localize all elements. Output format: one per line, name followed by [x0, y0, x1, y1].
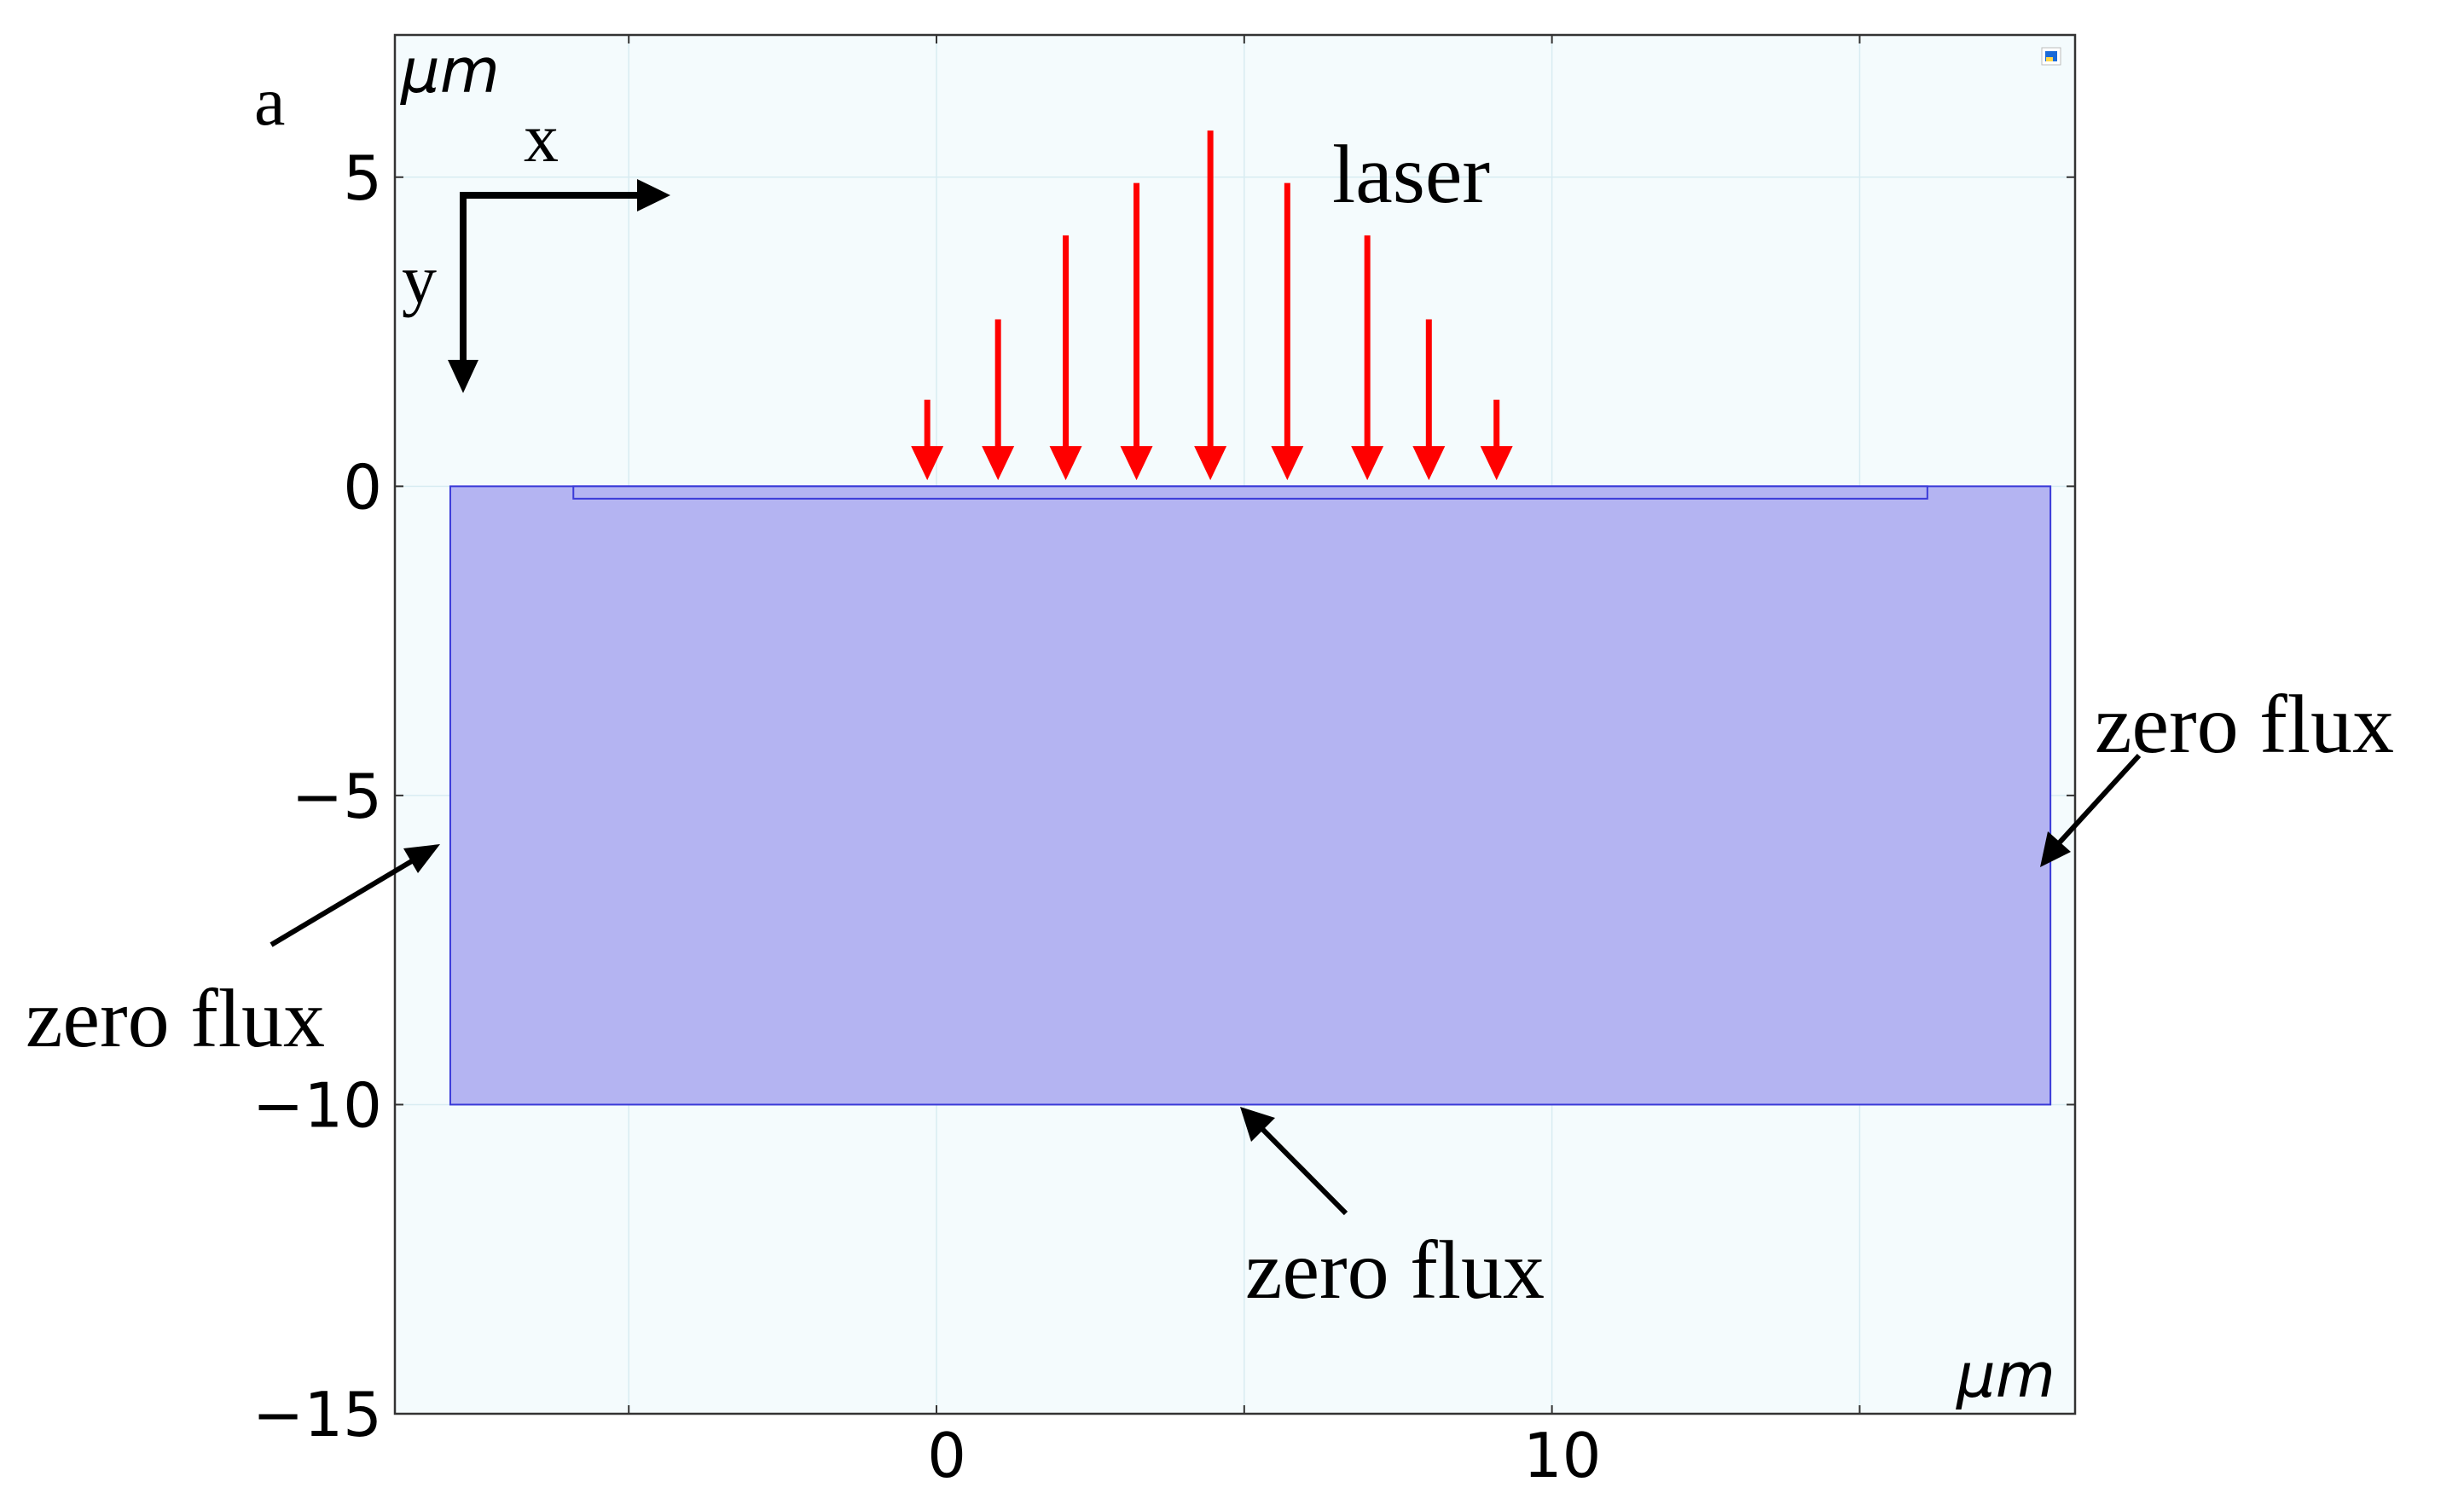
x-tick-label: 0: [927, 1420, 966, 1491]
left-boundary-annotation: zero flux: [26, 844, 440, 1065]
y-tick-label: −5: [292, 761, 382, 832]
coordinate-axes-indicator: x y: [402, 99, 670, 393]
panel-label: a: [254, 62, 285, 140]
right-boundary-arrow: [2055, 753, 2142, 847]
laser-arrow: [911, 399, 944, 481]
x-tick-label: 10: [1523, 1420, 1602, 1491]
plot-frame: [393, 33, 2077, 1415]
x-axis-arrowhead: [637, 179, 670, 211]
simulation-domain: [449, 485, 2052, 1106]
tick-marks: [395, 35, 2075, 1415]
laser-arrow: [982, 319, 1015, 481]
y-tick-label: −10: [252, 1069, 382, 1141]
laser-arrow: [1412, 319, 1446, 481]
bottom-boundary-label: zero flux: [1245, 1224, 1545, 1317]
y-tick-label: 5: [343, 142, 382, 214]
bottom-boundary-annotation: zero flux: [1240, 1107, 1545, 1317]
laser-arrow: [1049, 235, 1082, 481]
left-boundary-arrow: [270, 857, 416, 947]
x-unit-label: μm: [1956, 1340, 2055, 1411]
y-tick-label: −15: [252, 1379, 382, 1450]
colored-square-icon: [2041, 47, 2061, 66]
y-axis-arrowhead: [448, 360, 478, 393]
right-boundary-label: zero flux: [2095, 679, 2394, 771]
laser-arrow: [1480, 399, 1513, 481]
left-boundary-label: zero flux: [26, 973, 325, 1065]
laser-arrows: [911, 130, 1513, 481]
x-axis-label: x: [524, 99, 559, 177]
surface-layer: [572, 485, 1928, 500]
bottom-boundary-arrow: [1260, 1126, 1348, 1216]
laser-arrow: [1351, 235, 1384, 481]
y-tick-label: 0: [343, 451, 382, 523]
bottom-boundary-arrowhead: [1240, 1107, 1275, 1142]
laser-label: laser: [1332, 129, 1490, 221]
left-boundary-arrowhead: [403, 844, 440, 873]
y-tick-labels: 5 0 −5 −10 −15: [252, 142, 382, 1450]
y-unit-label: μm: [400, 35, 500, 107]
y-axis-label: y: [402, 240, 437, 318]
laser-arrow: [1120, 182, 1153, 481]
right-boundary-arrowhead: [2040, 831, 2071, 867]
laser-arrow: [1271, 182, 1304, 481]
x-tick-labels: 0 10: [927, 1420, 1601, 1491]
laser-arrow: [1194, 130, 1227, 481]
right-boundary-annotation: zero flux: [2040, 679, 2394, 867]
